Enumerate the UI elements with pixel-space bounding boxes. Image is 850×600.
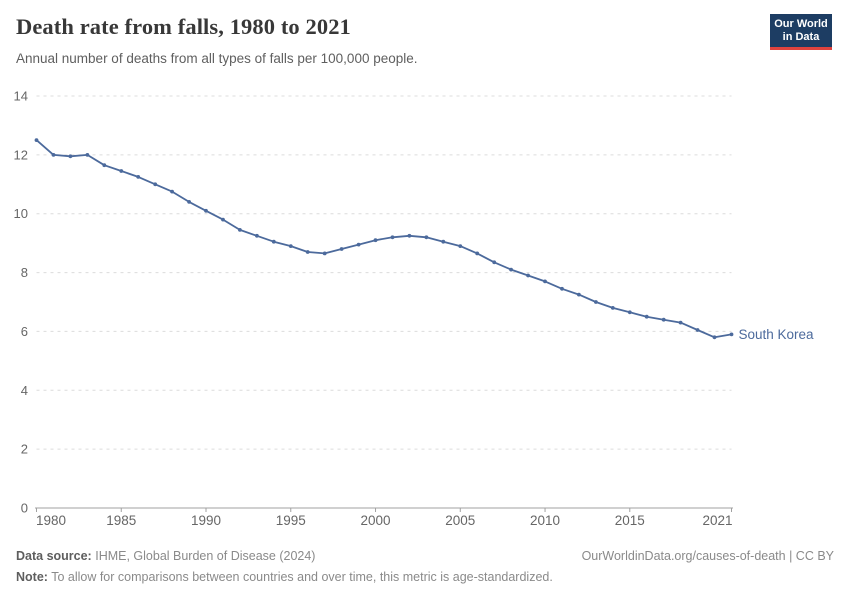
data-point-1993[interactable]: [255, 233, 259, 238]
data-point-1983[interactable]: [85, 153, 90, 157]
page-subtitle: Annual number of deaths from all types o…: [16, 51, 418, 66]
data-point-1999[interactable]: [356, 242, 361, 247]
data-point-2010[interactable]: [543, 279, 547, 284]
y-tick-label-6: 6: [21, 324, 28, 339]
data-point-2018[interactable]: [678, 320, 683, 325]
x-tick-label-2005: 2005: [445, 513, 475, 528]
y-tick-label-14: 14: [14, 89, 28, 104]
data-point-2015[interactable]: [627, 310, 632, 315]
page-title: Death rate from falls, 1980 to 2021: [16, 14, 351, 39]
owid-logo-box: Our World in Data: [770, 14, 832, 47]
data-point-1998[interactable]: [339, 247, 344, 251]
data-point-2017[interactable]: [661, 317, 666, 322]
data-point-2008[interactable]: [509, 267, 513, 272]
data-point-1989[interactable]: [187, 200, 192, 204]
data-point-2021[interactable]: [729, 332, 734, 337]
data-point-1995[interactable]: [288, 244, 293, 249]
owid-logo-line2: in Data: [782, 30, 820, 43]
data-point-1997[interactable]: [322, 251, 327, 256]
data-point-2001[interactable]: [390, 235, 395, 240]
x-tick-label-2021: 2021: [702, 513, 732, 528]
data-point-1990[interactable]: [204, 208, 208, 213]
data-point-2013[interactable]: [594, 300, 598, 304]
data-point-2012[interactable]: [577, 292, 581, 297]
data-point-2006[interactable]: [475, 251, 480, 256]
y-tick-label-0: 0: [21, 501, 28, 516]
y-tick-label-2: 2: [21, 442, 28, 457]
data-point-2000[interactable]: [373, 238, 378, 243]
x-tick-label-1995: 1995: [276, 513, 306, 528]
x-tick-label-2000: 2000: [361, 513, 391, 528]
data-point-1985[interactable]: [119, 169, 124, 173]
data-point-2016[interactable]: [644, 314, 649, 319]
data-point-1988[interactable]: [170, 189, 175, 194]
canonical-url-link[interactable]: OurWorldinData.org/causes-of-death | CC …: [581, 549, 834, 563]
data-source: Data source: IHME, Global Burden of Dise…: [16, 546, 315, 567]
y-tick-label-4: 4: [21, 383, 28, 398]
data-point-2004[interactable]: [441, 239, 446, 244]
data-point-2019[interactable]: [695, 328, 700, 332]
data-point-2014[interactable]: [610, 306, 615, 310]
data-point-1982[interactable]: [68, 154, 73, 159]
data-point-1996[interactable]: [305, 250, 310, 254]
x-tick-label-1990: 1990: [191, 513, 221, 528]
owid-logo[interactable]: Our World in Data: [770, 14, 832, 50]
note-label: Note:: [16, 570, 48, 584]
data-point-1991[interactable]: [221, 217, 225, 222]
data-point-2005[interactable]: [458, 244, 463, 249]
y-tick-label-12: 12: [14, 147, 28, 162]
note-text: To allow for comparisons between countri…: [51, 570, 553, 584]
data-point-2011[interactable]: [560, 286, 564, 291]
data-point-2009[interactable]: [526, 273, 530, 278]
data-point-1984[interactable]: [102, 163, 107, 168]
owid-logo-line1: Our World: [774, 17, 828, 30]
owid-logo-accent-bar: [770, 47, 832, 50]
data-source-text: IHME, Global Burden of Disease (2024): [95, 549, 316, 563]
series-end-label[interactable]: South Korea: [739, 327, 815, 342]
data-point-1994[interactable]: [271, 239, 276, 244]
data-point-1987[interactable]: [153, 182, 158, 187]
data-point-2002[interactable]: [407, 233, 412, 238]
data-point-2003[interactable]: [424, 235, 429, 240]
note: Note: To allow for comparisons between c…: [16, 567, 553, 588]
x-tick-label-2010: 2010: [530, 513, 560, 528]
y-tick-label-10: 10: [14, 206, 28, 221]
series-line-south-korea[interactable]: [35, 139, 733, 339]
data-point-2020[interactable]: [712, 335, 717, 340]
chart-footer: Data source: IHME, Global Burden of Dise…: [16, 546, 834, 588]
x-tick-label-2015: 2015: [615, 513, 645, 528]
data-source-label: Data source:: [16, 549, 92, 563]
x-tick-label-1985: 1985: [106, 513, 136, 528]
data-point-1980[interactable]: [34, 138, 39, 143]
x-tick-label-1980: 1980: [36, 513, 66, 528]
y-tick-label-8: 8: [21, 265, 28, 280]
data-point-1986[interactable]: [136, 175, 141, 179]
data-point-2007[interactable]: [492, 260, 497, 265]
data-point-1981[interactable]: [51, 153, 56, 157]
data-point-1992[interactable]: [238, 228, 242, 232]
